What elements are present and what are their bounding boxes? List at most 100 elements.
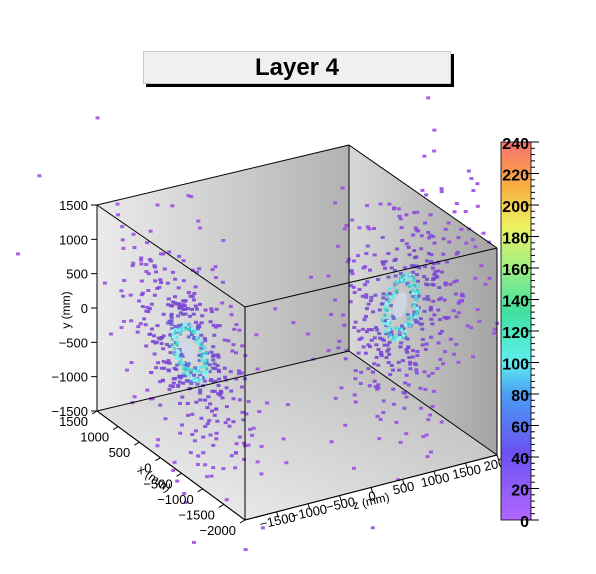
data-point (412, 303, 416, 307)
data-point (188, 368, 192, 372)
data-point (152, 293, 157, 297)
data-point (385, 349, 390, 353)
data-point (442, 298, 447, 302)
data-point (193, 429, 198, 433)
data-point (205, 406, 210, 410)
data-point (222, 338, 227, 342)
data-point (422, 309, 427, 313)
data-point (259, 472, 264, 476)
data-point (430, 405, 435, 408)
data-point (436, 341, 441, 345)
data-point (203, 339, 208, 343)
data-point (454, 315, 459, 319)
data-point (371, 310, 376, 314)
data-point (411, 288, 415, 292)
data-point (178, 431, 183, 435)
data-point (189, 382, 194, 385)
data-point (411, 265, 416, 269)
data-point (195, 370, 198, 374)
data-point (125, 368, 129, 372)
data-point (398, 272, 403, 275)
data-point (255, 367, 260, 371)
data-point (136, 325, 141, 329)
data-point (416, 229, 421, 233)
data-point (196, 323, 201, 327)
data-point (205, 475, 210, 479)
data-point (414, 371, 419, 375)
data-point (209, 474, 214, 478)
data-point (438, 332, 443, 335)
data-point (397, 368, 402, 372)
data-point (171, 345, 175, 349)
data-point (439, 296, 444, 300)
data-point (161, 334, 166, 338)
data-point (188, 323, 192, 327)
data-point (139, 262, 144, 266)
data-point (377, 308, 382, 312)
data-point (212, 333, 217, 337)
data-point (197, 359, 202, 363)
data-point (471, 355, 476, 359)
data-point (109, 332, 113, 336)
data-point (416, 309, 420, 313)
data-point (404, 432, 409, 436)
x-tick-label: 0 (144, 461, 151, 476)
data-point (176, 314, 181, 318)
data-point (212, 389, 217, 393)
z-tick (402, 479, 405, 486)
data-point (239, 371, 244, 375)
data-point (211, 366, 215, 370)
x-tick (155, 457, 161, 462)
data-point (361, 266, 366, 270)
data-point (441, 252, 446, 256)
data-point (119, 326, 124, 330)
data-point (154, 270, 159, 274)
data-point (342, 227, 347, 231)
data-point (402, 275, 406, 279)
data-point (167, 344, 172, 348)
data-point (407, 253, 412, 257)
data-point (174, 331, 178, 335)
data-point (191, 327, 194, 330)
data-point (366, 328, 371, 332)
data-point (414, 255, 419, 259)
data-point (424, 282, 428, 286)
data-point (199, 321, 204, 325)
data-point (180, 312, 185, 316)
data-point (432, 272, 437, 276)
x-tick (239, 519, 246, 524)
data-point (446, 221, 451, 225)
data-point (392, 206, 397, 210)
data-point (186, 372, 190, 376)
data-point (364, 293, 369, 297)
data-point (193, 304, 198, 308)
data-point (209, 310, 214, 314)
data-point (192, 379, 196, 383)
data-point (215, 364, 220, 367)
data-point (416, 294, 421, 298)
data-point (171, 270, 175, 274)
data-point (426, 374, 431, 378)
data-point (203, 308, 208, 312)
data-point (186, 291, 191, 295)
data-point (157, 285, 162, 289)
data-point (242, 441, 246, 445)
data-point (171, 468, 176, 472)
cluster-endcap-z-negative (15, 116, 310, 552)
data-point (392, 338, 396, 342)
data-point (212, 413, 217, 417)
data-point (152, 334, 156, 338)
data-point (139, 258, 143, 262)
data-point (189, 377, 193, 381)
data-point (197, 342, 201, 346)
data-point (399, 226, 404, 230)
data-point (444, 260, 449, 264)
data-point (406, 313, 411, 317)
data-point (184, 368, 188, 372)
data-point (234, 377, 239, 381)
x-axis-line (96, 410, 246, 521)
data-point (378, 417, 383, 421)
data-point (384, 305, 388, 309)
box-floor (97, 351, 497, 520)
